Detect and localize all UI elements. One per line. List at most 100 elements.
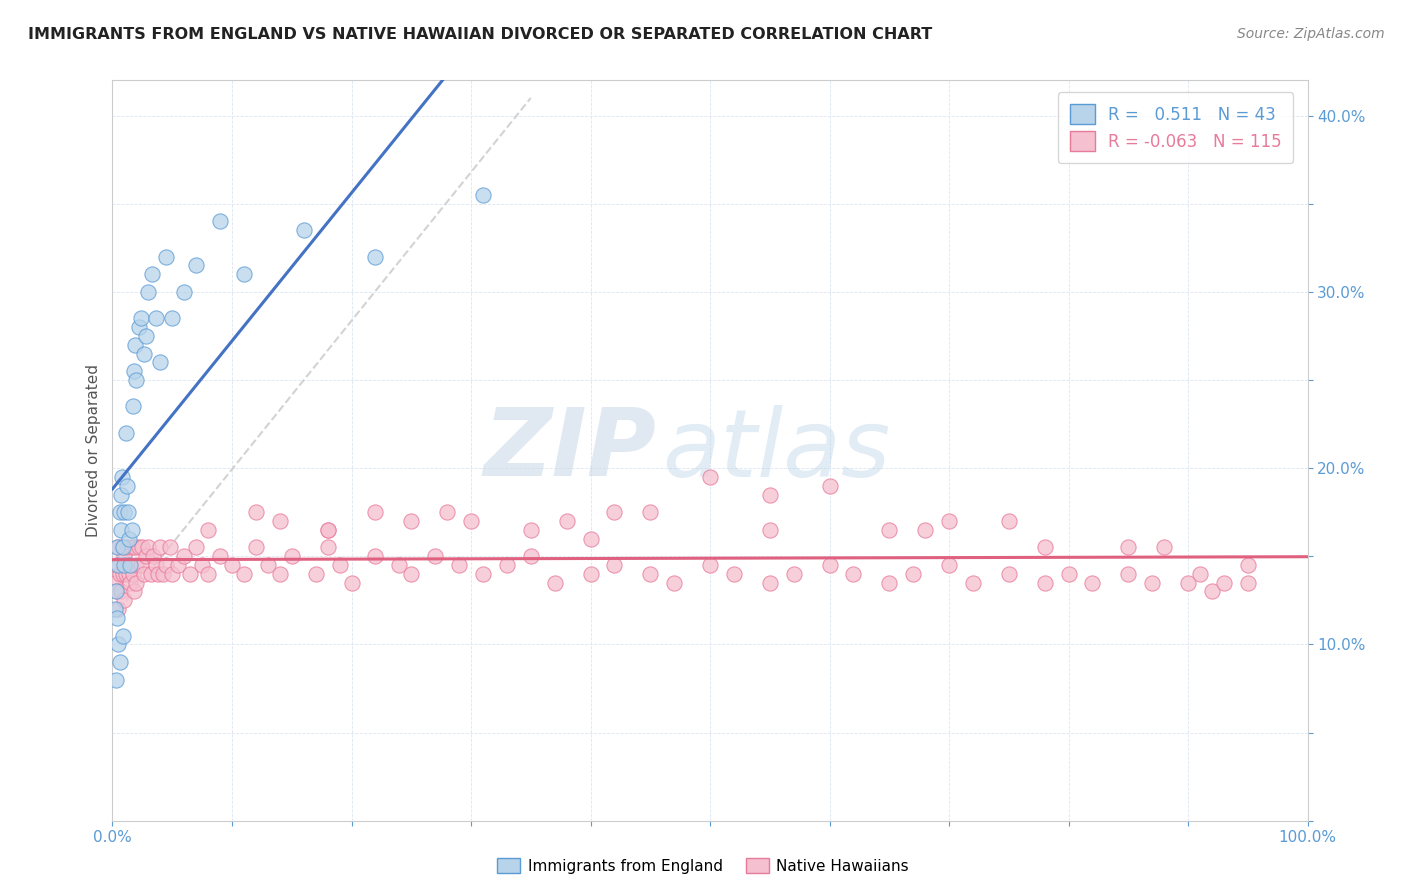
Point — [401, 566, 423, 581]
Point — [149, 355, 172, 369]
Point — [818, 479, 841, 493]
Point — [121, 400, 143, 414]
Point — [114, 549, 135, 564]
Point — [173, 549, 195, 564]
Point — [316, 523, 339, 537]
Point — [162, 311, 183, 326]
Point — [759, 487, 782, 501]
Point — [117, 505, 139, 519]
Point — [135, 329, 157, 343]
Point — [759, 523, 782, 537]
Point — [122, 584, 145, 599]
Point — [447, 558, 470, 572]
Point — [104, 575, 127, 590]
Point — [145, 558, 167, 572]
Point — [401, 514, 423, 528]
Point — [640, 566, 662, 581]
Point — [114, 566, 136, 581]
Point — [209, 214, 232, 228]
Point — [388, 558, 411, 572]
Point — [245, 541, 267, 555]
Point — [124, 337, 146, 351]
Point — [129, 311, 152, 326]
Point — [104, 602, 127, 616]
Legend: Immigrants from England, Native Hawaiians: Immigrants from England, Native Hawaiian… — [491, 852, 915, 880]
Point — [152, 566, 174, 581]
Point — [186, 541, 208, 555]
Point — [118, 566, 141, 581]
Point — [998, 514, 1021, 528]
Point — [938, 558, 960, 572]
Point — [135, 549, 157, 564]
Point — [179, 566, 201, 581]
Point — [118, 532, 141, 546]
Point — [159, 541, 181, 555]
Point — [1189, 566, 1212, 581]
Point — [125, 575, 148, 590]
Point — [107, 602, 129, 616]
Point — [998, 566, 1021, 581]
Point — [603, 558, 626, 572]
Point — [221, 558, 243, 572]
Point — [107, 558, 129, 572]
Point — [879, 575, 901, 590]
Point — [111, 541, 134, 555]
Point — [146, 566, 169, 581]
Point — [121, 523, 143, 537]
Point — [425, 549, 447, 564]
Point — [132, 566, 155, 581]
Point — [209, 549, 232, 564]
Point — [1118, 566, 1140, 581]
Point — [186, 259, 208, 273]
Point — [1057, 566, 1080, 581]
Y-axis label: Divorced or Separated: Divorced or Separated — [86, 364, 101, 537]
Point — [125, 558, 148, 572]
Point — [138, 541, 160, 555]
Point — [329, 558, 352, 572]
Point — [112, 628, 135, 642]
Point — [364, 505, 387, 519]
Point — [139, 566, 162, 581]
Point — [1213, 575, 1236, 590]
Point — [128, 320, 150, 334]
Point — [305, 566, 328, 581]
Point — [472, 566, 495, 581]
Point — [108, 655, 131, 669]
Point — [723, 566, 745, 581]
Point — [316, 541, 339, 555]
Point — [122, 364, 145, 378]
Point — [105, 558, 128, 572]
Point — [1081, 575, 1104, 590]
Point — [117, 558, 139, 572]
Point — [107, 541, 129, 555]
Point — [121, 566, 143, 581]
Point — [155, 558, 177, 572]
Point — [664, 575, 686, 590]
Point — [1237, 575, 1260, 590]
Point — [699, 470, 721, 484]
Point — [281, 549, 304, 564]
Point — [128, 541, 150, 555]
Point — [782, 566, 804, 581]
Point — [108, 566, 131, 581]
Point — [903, 566, 925, 581]
Point — [107, 637, 129, 651]
Point — [269, 514, 291, 528]
Point — [108, 505, 131, 519]
Text: IMMIGRANTS FROM ENGLAND VS NATIVE HAWAIIAN DIVORCED OR SEPARATED CORRELATION CHA: IMMIGRANTS FROM ENGLAND VS NATIVE HAWAII… — [28, 27, 932, 42]
Point — [141, 267, 163, 281]
Point — [110, 487, 132, 501]
Point — [110, 584, 132, 599]
Point — [114, 593, 135, 607]
Point — [197, 566, 219, 581]
Point — [316, 523, 339, 537]
Point — [1237, 558, 1260, 572]
Point — [105, 584, 128, 599]
Point — [114, 425, 136, 440]
Point — [1142, 575, 1164, 590]
Point — [233, 566, 256, 581]
Point — [191, 558, 214, 572]
Point — [472, 187, 495, 202]
Point — [132, 346, 155, 360]
Point — [120, 575, 142, 590]
